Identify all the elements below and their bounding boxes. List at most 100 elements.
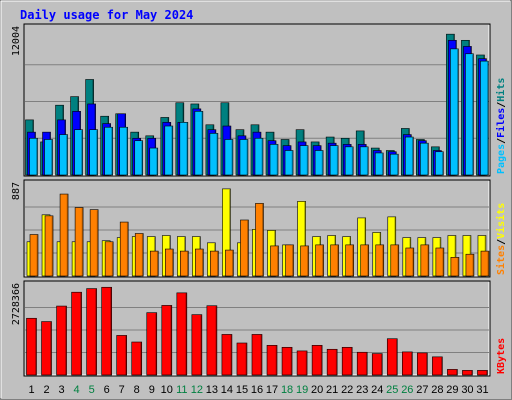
bar-sites-day-1-face bbox=[29, 234, 39, 277]
bar-pages-day-27-face bbox=[420, 142, 429, 176]
bar-sites-day-15 bbox=[240, 219, 249, 277]
bar-sites-day-18-face bbox=[285, 244, 294, 277]
bar-sites-day-30-face bbox=[465, 253, 475, 277]
bar-pages-day-19 bbox=[299, 145, 309, 176]
bar-kbytes-day-2 bbox=[41, 321, 52, 376]
bar-kbytes-day-17-face bbox=[266, 345, 278, 376]
bar-kbytes-day-30 bbox=[462, 370, 473, 376]
bar-sites-day-19 bbox=[300, 245, 309, 277]
bar-sites-day-6-face bbox=[104, 241, 114, 277]
bar-kbytes-day-15-shade bbox=[245, 343, 247, 375]
x-tick-label-day-10: 10 bbox=[161, 384, 173, 396]
bar-kbytes-day-18 bbox=[281, 346, 293, 376]
x-tick-label-day-20: 20 bbox=[311, 384, 323, 396]
bar-sites-day-1 bbox=[29, 234, 39, 277]
bar-kbytes-day-6 bbox=[101, 286, 112, 376]
bar-pages-day-22-face bbox=[344, 146, 354, 176]
bar-sites-day-26-shade bbox=[412, 248, 414, 276]
bar-kbytes-day-30-shade bbox=[471, 370, 473, 375]
panel-traffic-legend: Pages/Files/Hits bbox=[495, 78, 507, 174]
bar-pages-day-12-face bbox=[194, 111, 204, 176]
bar-sites-day-24 bbox=[375, 244, 385, 277]
x-tick-label-day-13: 13 bbox=[206, 384, 218, 396]
bar-sites-day-30 bbox=[465, 253, 475, 277]
x-tick-label-day-7: 7 bbox=[119, 384, 125, 396]
bar-pages-day-12 bbox=[194, 111, 204, 176]
bar-pages-day-17-shade bbox=[276, 144, 278, 175]
bar-kbytes-day-16-shade bbox=[260, 335, 262, 375]
bar-sites-day-17-shade bbox=[277, 246, 279, 276]
bar-kbytes-day-10 bbox=[161, 305, 173, 376]
bar-kbytes-day-19-shade bbox=[305, 351, 307, 375]
bar-pages-day-10-shade bbox=[171, 126, 173, 175]
bar-pages-day-8-face bbox=[134, 140, 144, 176]
bar-sites-day-19-face bbox=[300, 245, 309, 277]
bar-pages-day-21-shade bbox=[336, 146, 338, 175]
bar-sites-day-4-shade bbox=[81, 208, 83, 276]
panel-visitors-legend: Sites/Visits bbox=[495, 203, 507, 275]
bar-kbytes-day-11-face bbox=[176, 292, 188, 376]
bar-sites-day-6-shade bbox=[111, 242, 113, 276]
bar-pages-day-20-face bbox=[314, 150, 324, 176]
bar-pages-day-9-shade bbox=[156, 148, 158, 175]
bar-pages-day-10 bbox=[164, 125, 174, 176]
bar-sites-day-9 bbox=[149, 250, 159, 277]
bar-kbytes-day-25 bbox=[386, 338, 398, 376]
bar-pages-day-6-face bbox=[104, 126, 113, 176]
bar-sites-day-14-face bbox=[225, 249, 234, 277]
bar-pages-day-28-face bbox=[435, 151, 444, 176]
x-tick-label-day-29: 29 bbox=[446, 384, 458, 396]
bar-pages-day-25 bbox=[389, 153, 399, 176]
bar-pages-day-4-face bbox=[74, 129, 83, 176]
bar-kbytes-day-4 bbox=[71, 291, 82, 376]
bar-sites-day-27-shade bbox=[427, 245, 429, 276]
bar-sites-day-23-shade bbox=[367, 245, 369, 276]
bar-kbytes-day-21-face bbox=[326, 348, 338, 376]
bar-pages-day-18-face bbox=[284, 150, 294, 176]
bar-sites-day-13 bbox=[210, 250, 219, 277]
bar-kbytes-day-14-face bbox=[221, 334, 233, 376]
bar-pages-day-6-shade bbox=[111, 127, 113, 175]
chart-title: Daily usage for May 2024 bbox=[20, 8, 193, 22]
bar-sites-day-13-shade bbox=[217, 251, 219, 276]
bar-pages-day-5 bbox=[89, 129, 98, 176]
bar-sites-day-24-shade bbox=[382, 245, 384, 276]
bar-kbytes-day-27-face bbox=[417, 352, 428, 376]
panel-volume-legend: KBytes bbox=[496, 338, 507, 374]
bar-pages-day-25-face bbox=[389, 153, 399, 176]
bar-sites-day-22 bbox=[345, 244, 354, 277]
bar-kbytes-day-28-face bbox=[432, 356, 443, 376]
legend-item-separator-1: / bbox=[496, 239, 507, 245]
bar-kbytes-day-1-face bbox=[26, 317, 37, 376]
bar-kbytes-day-25-face bbox=[386, 338, 398, 376]
bar-kbytes-day-13-shade bbox=[215, 306, 217, 375]
bar-kbytes-day-15 bbox=[236, 342, 248, 376]
bar-kbytes-day-5-shade bbox=[95, 289, 97, 375]
bar-sites-day-20 bbox=[315, 244, 324, 277]
bar-kbytes-day-14-shade bbox=[230, 335, 232, 375]
bar-visits-day-29-shade bbox=[454, 236, 456, 276]
bar-visits-day-19-shade bbox=[304, 201, 306, 276]
bar-pages-day-15-shade bbox=[246, 140, 248, 175]
bar-kbytes-day-9 bbox=[146, 312, 158, 376]
bar-kbytes-day-2-shade bbox=[50, 322, 52, 375]
bar-pages-day-14-shade bbox=[231, 140, 233, 175]
bar-pages-day-14 bbox=[224, 139, 234, 176]
bar-kbytes-day-5-face bbox=[86, 288, 97, 376]
bar-kbytes-day-8-face bbox=[131, 341, 143, 376]
bar-pages-day-18-shade bbox=[291, 151, 293, 175]
bar-sites-day-18-shade bbox=[292, 245, 294, 276]
bar-kbytes-day-13-face bbox=[206, 305, 218, 376]
bar-pages-day-13-face bbox=[209, 133, 219, 176]
bar-pages-day-30-shade bbox=[472, 54, 474, 175]
x-tick-label-day-22: 22 bbox=[341, 384, 353, 396]
bar-kbytes-day-29 bbox=[447, 369, 458, 376]
bar-kbytes-day-30-face bbox=[462, 370, 473, 376]
bar-sites-day-20-face bbox=[315, 244, 324, 277]
bar-sites-day-9-shade bbox=[156, 251, 158, 276]
legend-item-sites: Sites bbox=[495, 245, 507, 275]
bar-kbytes-day-31 bbox=[477, 370, 488, 376]
bar-sites-day-7-face bbox=[119, 221, 129, 277]
